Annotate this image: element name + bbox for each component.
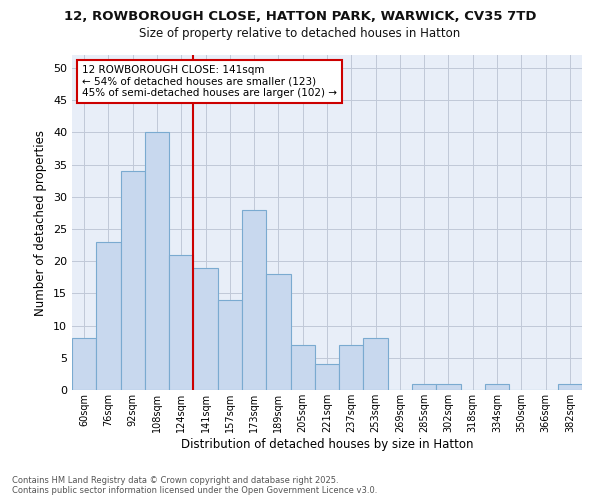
Bar (290, 345, 315, 390)
Bar (72, 338, 96, 390)
Bar (485, 384, 509, 390)
Bar (218, 300, 242, 390)
Bar (193, 268, 218, 390)
Bar (364, 338, 388, 390)
Text: 12, ROWBOROUGH CLOSE, HATTON PARK, WARWICK, CV35 7TD: 12, ROWBOROUGH CLOSE, HATTON PARK, WARWI… (64, 10, 536, 23)
Bar (169, 254, 193, 390)
Bar (558, 384, 582, 390)
Bar (436, 384, 461, 390)
Bar (242, 210, 266, 390)
Bar (315, 364, 339, 390)
Y-axis label: Number of detached properties: Number of detached properties (34, 130, 47, 316)
Bar (339, 345, 364, 390)
Bar (412, 384, 436, 390)
X-axis label: Distribution of detached houses by size in Hatton: Distribution of detached houses by size … (181, 438, 473, 450)
Text: 12 ROWBOROUGH CLOSE: 141sqm
← 54% of detached houses are smaller (123)
45% of se: 12 ROWBOROUGH CLOSE: 141sqm ← 54% of det… (82, 65, 337, 98)
Bar (96, 242, 121, 390)
Text: Contains HM Land Registry data © Crown copyright and database right 2025.
Contai: Contains HM Land Registry data © Crown c… (12, 476, 377, 495)
Bar (121, 171, 145, 390)
Bar (266, 274, 290, 390)
Text: Size of property relative to detached houses in Hatton: Size of property relative to detached ho… (139, 28, 461, 40)
Bar (145, 132, 169, 390)
